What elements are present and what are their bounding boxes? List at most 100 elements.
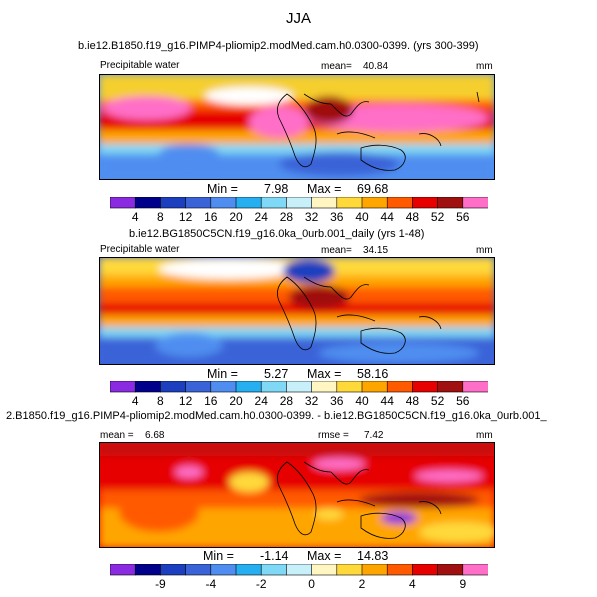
colorbar-swatch: [312, 564, 338, 575]
colorbar-tick-label: 52: [431, 394, 445, 407]
colorbar-swatch: [362, 197, 388, 208]
colorbar-tick-label: 28: [280, 210, 294, 223]
colorbar-swatch: [261, 381, 287, 392]
colorbar-swatch: [135, 197, 161, 208]
panel-2-min-value: 5.27: [264, 367, 288, 381]
colorbar-swatch: [236, 564, 262, 575]
colorbar-swatch: [463, 564, 488, 575]
colorbar-tick-label: 44: [381, 210, 395, 223]
colorbar-tick-label: 40: [355, 394, 369, 407]
panel-3-title: 2.B1850.f19_g16.PIMP4-pliomip2.modMed.ca…: [6, 410, 547, 422]
panel-2-title: b.ie12.BG1850C5CN.f19_g16.0ka_0urb.001_d…: [129, 228, 424, 240]
colorbar-swatch: [463, 197, 488, 208]
panel-2-mean-label: mean=: [321, 245, 352, 256]
colorbar-swatch: [186, 564, 212, 575]
colorbar-swatch: [412, 564, 438, 575]
colorbar-tick-label: 8: [157, 210, 164, 223]
colorbar-swatch: [211, 564, 237, 575]
colorbar-swatch: [387, 381, 413, 392]
panel-2-min-label: Min =: [207, 367, 238, 381]
colorbar-swatch: [362, 381, 388, 392]
panel-2-units: mm: [476, 245, 493, 256]
colorbar-swatch: [286, 564, 312, 575]
colorbar-tick-label: 20: [229, 394, 243, 407]
colorbar-swatch: [236, 381, 262, 392]
colorbar-swatch: [438, 564, 464, 575]
panel-1-max-value: 69.68: [357, 182, 388, 196]
colorbar-swatch: [387, 197, 413, 208]
colorbar-swatch: [135, 381, 161, 392]
colorbar-tick-label: 12: [179, 394, 193, 407]
panel-2-colorbar: 4 8 12 16 20 24 28 32 36 40 44 48 52 56: [110, 381, 488, 407]
colorbar-swatch: [110, 381, 136, 392]
colorbar-swatch: [387, 564, 413, 575]
colorbar-tick-label: 52: [431, 210, 445, 223]
panel-3-max-label: Max =: [307, 549, 341, 563]
colorbar-swatch: [337, 197, 363, 208]
colorbar-swatch: [412, 381, 438, 392]
colorbar-swatch: [362, 564, 388, 575]
colorbar-swatch: [312, 381, 338, 392]
colorbar-tick-label: -9: [155, 577, 166, 590]
colorbar-swatch: [261, 197, 287, 208]
panel-3-min-label: Min =: [203, 549, 234, 563]
panel-2-mean-value: 34.15: [363, 245, 388, 256]
colorbar-tick-label: 44: [381, 394, 395, 407]
figure-supertitle: JJA: [0, 10, 597, 27]
colorbar-tick-label: 9: [459, 577, 466, 590]
colorbar-tick-label: -2: [256, 577, 267, 590]
colorbar-swatch: [286, 381, 312, 392]
colorbar-tick-label: 12: [179, 210, 193, 223]
colorbar-tick-label: 4: [409, 577, 416, 590]
colorbar-tick-label: 28: [280, 394, 294, 407]
panel-1-min-label: Min =: [207, 182, 238, 196]
colorbar-tick-label: 48: [406, 210, 420, 223]
colorbar-swatch: [337, 381, 363, 392]
colorbar-tick-label: 56: [456, 210, 470, 223]
colorbar-swatch: [236, 197, 262, 208]
panel-1-mean-label: mean=: [321, 61, 352, 72]
colorbar-swatch: [135, 564, 161, 575]
colorbar-tick-label: 40: [355, 210, 369, 223]
colorbar-tick-label: 16: [204, 394, 218, 407]
colorbar-swatch: [286, 197, 312, 208]
colorbar-swatch: [160, 564, 186, 575]
panel-3-map: [99, 442, 495, 548]
colorbar-tick-label: 56: [456, 394, 470, 407]
panel-1-units: mm: [476, 61, 493, 72]
panel-3-max-value: 14.83: [357, 549, 388, 563]
colorbar-swatch: [438, 197, 464, 208]
colorbar-tick-label: 24: [255, 394, 269, 407]
panel-1-max-label: Max =: [307, 182, 341, 196]
panel-2-map: [99, 257, 495, 365]
colorbar-tick-label: 4: [132, 394, 139, 407]
colorbar-tick-label: 8: [157, 394, 164, 407]
panel-3-rmse-label: rmse =: [318, 430, 349, 441]
panel-3-rmse-value: 7.42: [364, 430, 383, 441]
colorbar-swatch: [337, 564, 363, 575]
panel-3-min-value: -1.14: [260, 549, 289, 563]
panel-3-colorbar: -9 -4 -2 0 2 4 9: [110, 564, 488, 590]
colorbar-swatch: [211, 197, 237, 208]
colorbar-swatch: [463, 381, 488, 392]
panel-1-min-value: 7.98: [264, 182, 288, 196]
panel-3-mean-value: 6.68: [145, 430, 164, 441]
colorbar-swatch: [110, 564, 136, 575]
colorbar-swatch: [412, 197, 438, 208]
colorbar-swatch: [110, 197, 136, 208]
panel-1-variable-label: Precipitable water: [100, 60, 179, 71]
colorbar-tick-label: 20: [229, 210, 243, 223]
colorbar-tick-label: 32: [305, 210, 319, 223]
colorbar-swatch: [211, 381, 237, 392]
panel-2-variable-label: Precipitable water: [100, 244, 179, 255]
colorbar-swatch: [160, 197, 186, 208]
panel-3-mean-label: mean =: [100, 430, 134, 441]
colorbar-swatch: [438, 381, 464, 392]
colorbar-swatch: [312, 197, 338, 208]
colorbar-tick-label: 24: [255, 210, 269, 223]
panel-2-max-label: Max =: [307, 367, 341, 381]
panel-1-title: b.ie12.B1850.f19_g16.PIMP4-pliomip2.modM…: [78, 40, 479, 52]
panel-1-map: [99, 74, 495, 180]
colorbar-tick-label: 2: [359, 577, 366, 590]
panel-1-colorbar: 4 8 12 16 20 24 28 32 36 40 44 48 52 56: [110, 197, 488, 223]
